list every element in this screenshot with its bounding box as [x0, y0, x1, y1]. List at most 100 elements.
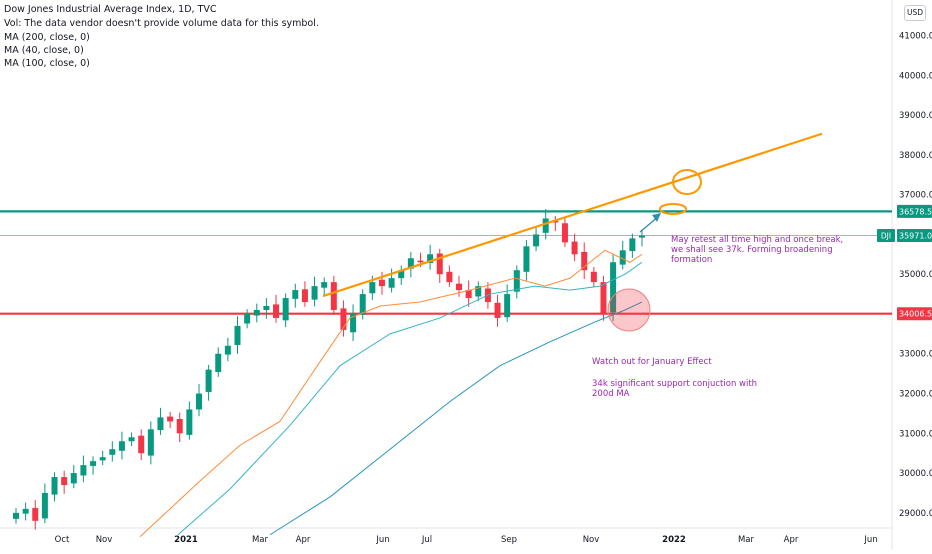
candle-body [186, 409, 193, 435]
x-tick-label: Apr [784, 535, 799, 545]
candle-body [446, 271, 453, 283]
candle-body [590, 271, 597, 283]
candle-body [224, 345, 231, 355]
candle-body [600, 282, 607, 314]
candle-body [388, 278, 395, 288]
symbol-tag-bg [877, 229, 895, 243]
x-tick-label: Jul [421, 535, 432, 545]
candle-body [195, 393, 202, 410]
y-tick-label: 30000.00 [899, 469, 932, 479]
candle-body [417, 260, 424, 263]
candle-body [263, 306, 270, 310]
y-tick-label: 41000.00 [899, 32, 932, 42]
price-level-label-bg [897, 229, 932, 243]
y-tick-label: 37000.00 [899, 191, 932, 201]
x-tick-label: 2021 [174, 535, 198, 545]
candle-body [167, 416, 174, 422]
x-tick-label: Nov [96, 535, 113, 545]
candle-body [301, 289, 308, 303]
y-tick-label: 39000.00 [899, 111, 932, 121]
candle-body [407, 258, 414, 269]
price-level-label: 35971.00 [899, 232, 932, 241]
candle-body [542, 218, 549, 233]
x-tick-label: Oct [55, 535, 70, 545]
candle-body [244, 313, 251, 324]
y-tick-label: 38000.00 [899, 151, 932, 161]
ma40-line [139, 249, 643, 538]
x-tick-label: Mar [252, 535, 269, 545]
projection-arrow-head [652, 213, 661, 222]
candle-body [523, 246, 530, 272]
candle-body [13, 512, 19, 519]
legend-ma100[interactable]: MA (100, close, 0) [4, 58, 90, 69]
candle-body [340, 308, 347, 330]
drawn-circle-upper [672, 169, 702, 195]
x-tick-label: Jun [863, 535, 877, 545]
candles [13, 208, 645, 530]
candle-body [157, 417, 164, 431]
x-tick-label: Sep [501, 535, 517, 545]
annotation-retest: May retest all time high and once break,… [671, 235, 843, 265]
candle-body [610, 262, 617, 313]
candle-body [51, 477, 58, 495]
candle-body [561, 223, 568, 243]
candle-body [70, 473, 77, 484]
candle-body [109, 449, 116, 455]
candle-body [41, 492, 48, 519]
x-tick-label: Jun [375, 535, 389, 545]
candle-body [571, 241, 578, 255]
x-tick-label: Apr [296, 535, 311, 545]
candle-body [32, 508, 39, 521]
candle-body [273, 304, 280, 318]
candle-body [321, 282, 328, 288]
candle-body [330, 282, 337, 310]
y-tick-label: 29000.00 [899, 509, 932, 519]
legend-title: Dow Jones Industrial Average Index, 1D, … [4, 4, 217, 15]
candle-body [292, 290, 299, 299]
candle-body [465, 290, 472, 299]
candle-body [456, 283, 463, 291]
legend-ma200[interactable]: MA (200, close, 0) [4, 32, 90, 43]
candle-body [61, 477, 68, 486]
candle-body [138, 435, 145, 454]
legend-volume-note: Vol: The data vendor doesn't provide vol… [4, 18, 319, 29]
y-tick-label: 33000.00 [899, 350, 932, 360]
candle-body [398, 270, 405, 279]
legend-ma40[interactable]: MA (40, close, 0) [4, 45, 84, 56]
candle-body [253, 309, 260, 316]
candle-body [176, 418, 183, 434]
candle-body [369, 282, 376, 294]
candle-body [427, 254, 434, 264]
y-tick-label: 32000.00 [899, 390, 932, 400]
candle-body [22, 508, 29, 514]
price-level-label-bg [897, 307, 932, 321]
ma100-line [177, 261, 643, 536]
candle-body [147, 429, 154, 456]
candle-body [504, 294, 511, 318]
candle-body [99, 457, 106, 461]
candle-body [619, 250, 626, 265]
trend-line [322, 132, 823, 298]
currency-badge[interactable]: USD [904, 5, 926, 21]
candle-body [80, 465, 87, 476]
candle-body [436, 253, 443, 275]
x-tick-label: Mar [738, 535, 755, 545]
annotation-january-effect: Watch out for January Effect [592, 357, 712, 367]
candle-body [215, 353, 222, 373]
candle-body [639, 235, 645, 238]
drawn-circle-level [659, 203, 687, 215]
candle-body [128, 437, 135, 442]
annotation-support: 34k significant support conjuction with 2… [592, 379, 757, 399]
candle-body [282, 298, 289, 321]
candle-body [350, 313, 357, 333]
candle-body [90, 461, 97, 466]
price-level-label: 36578.52 [899, 207, 932, 216]
candle-body [533, 234, 540, 247]
candle-body [494, 302, 501, 318]
candle-body [513, 270, 520, 292]
candle-body [118, 441, 125, 451]
price-level-label-bg [897, 204, 932, 218]
candle-body [475, 286, 482, 297]
